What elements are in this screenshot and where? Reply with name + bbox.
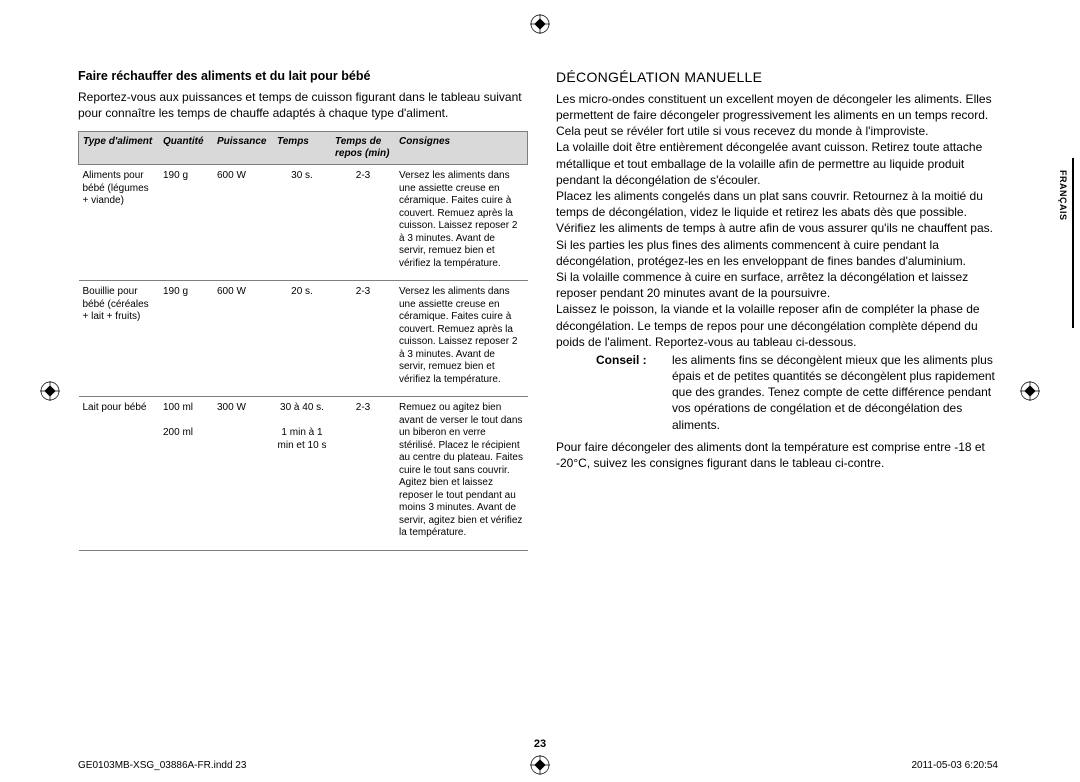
language-tab: FRANÇAIS xyxy=(1058,170,1068,221)
table-cell: Bouillie pour bébé (céréales + lait + fr… xyxy=(79,281,160,397)
page-number: 23 xyxy=(0,738,1080,750)
paragraph: Les micro-ondes constituent un excellent… xyxy=(556,91,996,140)
th-time: Temps xyxy=(273,132,331,165)
paragraph: Placez les aliments congelés dans un pla… xyxy=(556,188,996,220)
paragraph: Laissez le poisson, la viande et la vola… xyxy=(556,301,996,350)
table-cell: 100 ml 200 ml xyxy=(159,397,213,551)
table-cell: 2-3 xyxy=(331,281,395,397)
footer-file: GE0103MB-XSG_03886A-FR.indd 23 xyxy=(78,760,246,771)
conseil-body: les aliments fins se décongèlent mieux q… xyxy=(672,352,996,433)
table-cell: Versez les aliments dans une assiette cr… xyxy=(395,281,528,397)
paragraph: Si les parties les plus fines des alimen… xyxy=(556,237,996,269)
left-heading: Faire réchauffer des aliments et du lait… xyxy=(78,68,528,85)
table-row: Lait pour bébé100 ml 200 ml300 W30 à 40 … xyxy=(79,397,528,551)
th-qty: Quantité xyxy=(159,132,213,165)
paragraph: La volaille doit être entièrement décong… xyxy=(556,139,996,188)
table-row: Bouillie pour bébé (céréales + lait + fr… xyxy=(79,281,528,397)
table-row: Aliments pour bébé (légumes + viande)190… xyxy=(79,165,528,281)
table-cell: 30 s. xyxy=(273,165,331,281)
crop-mark-right xyxy=(1020,381,1040,401)
left-intro: Reportez-vous aux puissances et temps de… xyxy=(78,89,528,121)
table-cell: 2-3 xyxy=(331,397,395,551)
table-cell: 600 W xyxy=(213,165,273,281)
paragraph: Si la volaille commence à cuire en surfa… xyxy=(556,269,996,301)
conseil-label: Conseil : xyxy=(596,352,656,433)
table-cell: 300 W xyxy=(213,397,273,551)
table-cell: 30 à 40 s. 1 min à 1 min et 10 s xyxy=(273,397,331,551)
baby-food-table: Type d'aliment Quantité Puissance Temps … xyxy=(78,131,528,551)
right-column: DÉCONGÉLATION MANUELLE Les micro-ondes c… xyxy=(556,68,996,551)
crop-mark-top xyxy=(530,14,550,34)
table-cell: 600 W xyxy=(213,281,273,397)
left-column: Faire réchauffer des aliments et du lait… xyxy=(78,68,528,551)
conseil-block: Conseil : les aliments fins se décongèle… xyxy=(596,352,996,433)
right-heading: DÉCONGÉLATION MANUELLE xyxy=(556,68,996,87)
table-cell: Versez les aliments dans une assiette cr… xyxy=(395,165,528,281)
table-cell: 20 s. xyxy=(273,281,331,397)
page-content: Faire réchauffer des aliments et du lait… xyxy=(78,68,998,551)
side-tab-line xyxy=(1072,158,1074,328)
right-closing: Pour faire décongeler des aliments dont … xyxy=(556,439,996,471)
table-cell: Aliments pour bébé (légumes + viande) xyxy=(79,165,160,281)
footer-timestamp: 2011-05-03 6:20:54 xyxy=(911,760,998,771)
paragraph: Vérifiez les aliments de temps à autre a… xyxy=(556,220,996,236)
th-power: Puissance xyxy=(213,132,273,165)
footer: GE0103MB-XSG_03886A-FR.indd 23 2011-05-0… xyxy=(78,760,998,771)
table-cell: Remuez ou agitez bien avant de verser le… xyxy=(395,397,528,551)
table-cell: Lait pour bébé xyxy=(79,397,160,551)
table-cell: 190 g xyxy=(159,165,213,281)
table-cell: 190 g xyxy=(159,281,213,397)
th-type: Type d'aliment xyxy=(79,132,160,165)
table-cell: 2-3 xyxy=(331,165,395,281)
crop-mark-left xyxy=(40,381,60,401)
th-rest: Temps de repos (min) xyxy=(331,132,395,165)
th-instr: Consignes xyxy=(395,132,528,165)
